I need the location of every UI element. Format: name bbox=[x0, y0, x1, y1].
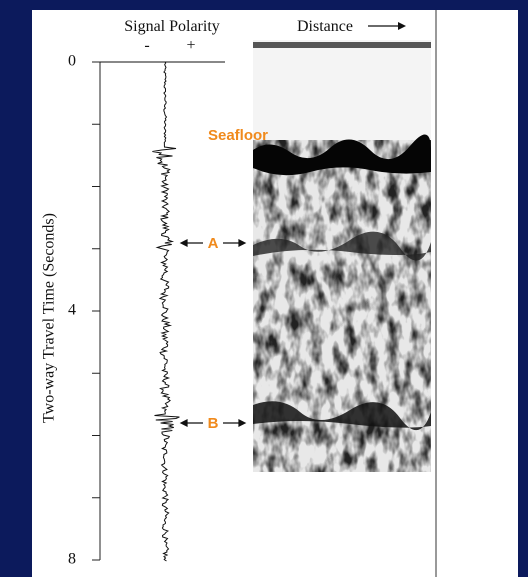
seafloor-label: Seafloor bbox=[208, 127, 268, 144]
seismic-trace bbox=[152, 61, 180, 562]
polarity-minus: - bbox=[144, 37, 149, 54]
distance: Distance bbox=[297, 18, 353, 35]
y-tick-label: 0 bbox=[68, 53, 76, 70]
y-axis-label: Two-way Travel Time (Seconds) bbox=[41, 213, 58, 423]
signal-polarity: Signal Polarity bbox=[124, 18, 220, 35]
label-b: B bbox=[208, 415, 219, 432]
y-tick-label: 4 bbox=[68, 302, 76, 319]
seismic-image bbox=[253, 40, 431, 472]
distance-arrow bbox=[368, 22, 406, 30]
y-tick-label: 8 bbox=[68, 551, 76, 568]
y-ticks bbox=[92, 61, 100, 561]
annotation-arrows bbox=[179, 239, 247, 427]
label-a: A bbox=[208, 235, 219, 252]
polarity-plus: + bbox=[186, 37, 195, 54]
